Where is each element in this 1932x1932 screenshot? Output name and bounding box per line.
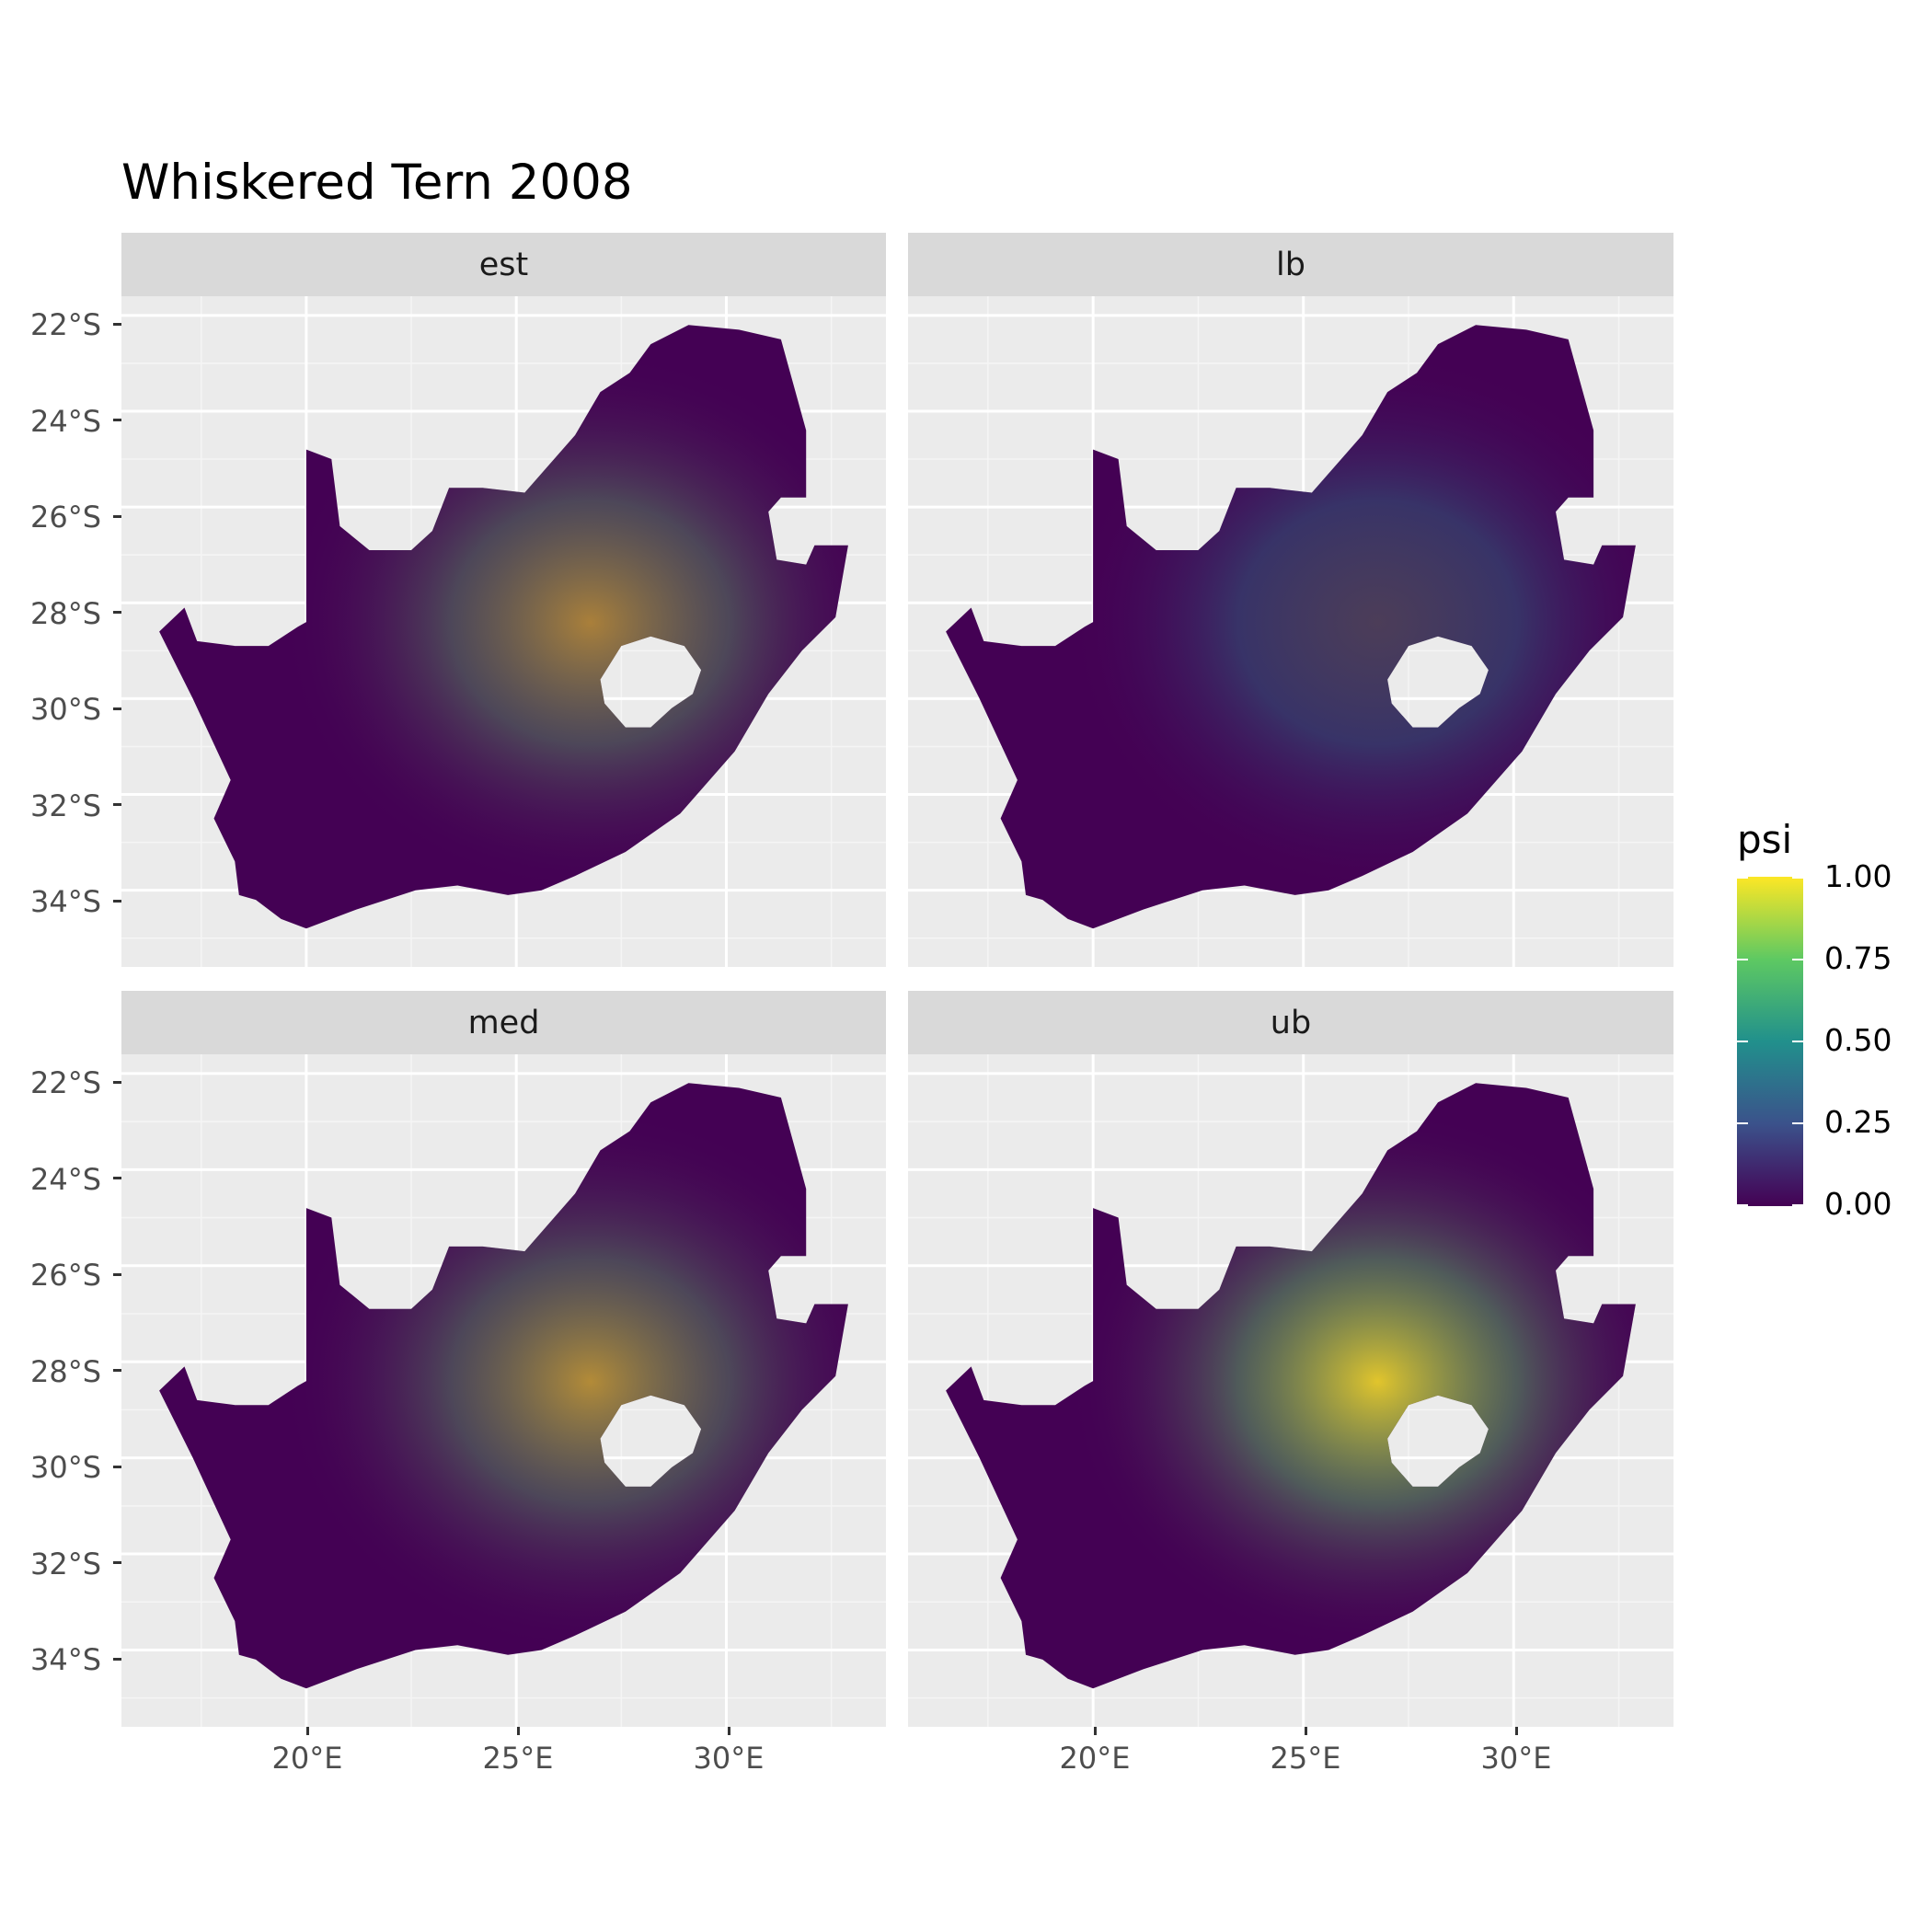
- y-tick: [113, 515, 121, 518]
- legend-tick: [1737, 1122, 1748, 1124]
- y-tick: [113, 1177, 121, 1179]
- panel-ub: [908, 1054, 1673, 1727]
- y-tick-label: 30°S: [29, 1450, 101, 1485]
- y-tick-label: 32°S: [29, 788, 101, 823]
- y-tick-label: 22°S: [29, 1065, 101, 1100]
- y-tick-label: 34°S: [29, 1642, 101, 1677]
- legend-label: 1.00: [1824, 858, 1892, 894]
- psi-surface-lb: [946, 325, 1636, 929]
- y-tick-label: 26°S: [29, 1258, 101, 1293]
- y-tick: [113, 323, 121, 326]
- strip-lb: lb: [908, 233, 1673, 296]
- strip-ub: ub: [908, 991, 1673, 1054]
- y-tick-label: 30°S: [29, 692, 101, 727]
- y-tick-label: 26°S: [29, 500, 101, 535]
- x-tick-label: 25°E: [1270, 1741, 1341, 1776]
- map-med: [121, 1054, 886, 1727]
- y-tick: [113, 419, 121, 421]
- y-tick-label: 24°S: [29, 404, 101, 439]
- y-tick: [113, 1081, 121, 1084]
- x-tick: [306, 1727, 309, 1735]
- y-tick: [113, 803, 121, 806]
- x-tick: [1305, 1727, 1307, 1735]
- x-tick-label: 25°E: [482, 1741, 554, 1776]
- panel-est: [121, 296, 886, 967]
- y-tick-label: 32°S: [29, 1547, 101, 1581]
- legend-label: 0.00: [1824, 1186, 1892, 1222]
- y-tick-label: 28°S: [29, 596, 101, 631]
- x-tick: [517, 1727, 520, 1735]
- legend-tick: [1792, 877, 1803, 879]
- map-ub: [908, 1054, 1673, 1727]
- map-est: [121, 296, 886, 967]
- y-tick: [113, 707, 121, 710]
- legend-tick: [1792, 959, 1803, 960]
- psi-surface-est: [159, 325, 848, 929]
- psi-surface-ub: [946, 1083, 1636, 1689]
- x-tick-label: 20°E: [1059, 1741, 1131, 1776]
- legend-tick: [1737, 1204, 1748, 1206]
- y-tick-label: 28°S: [29, 1354, 101, 1389]
- panel-lb: [908, 296, 1673, 967]
- chart-title: Whiskered Tern 2008: [121, 155, 633, 211]
- y-tick: [113, 1273, 121, 1276]
- legend-tick: [1792, 1041, 1803, 1042]
- map-lb: [908, 296, 1673, 967]
- psi-surface-med: [159, 1083, 848, 1689]
- x-tick: [1094, 1727, 1097, 1735]
- x-tick-label: 30°E: [693, 1741, 765, 1776]
- panel-med: [121, 1054, 886, 1727]
- strip-med: med: [121, 991, 886, 1054]
- legend-label: 0.50: [1824, 1022, 1892, 1058]
- legend-tick: [1737, 959, 1748, 960]
- y-tick-label: 22°S: [29, 307, 101, 342]
- y-tick: [113, 1369, 121, 1372]
- y-tick: [113, 1658, 121, 1661]
- legend-tick: [1737, 1041, 1748, 1042]
- y-tick: [113, 900, 121, 903]
- y-tick: [113, 611, 121, 614]
- legend-tick: [1792, 1122, 1803, 1124]
- legend-tick: [1792, 1204, 1803, 1206]
- x-tick: [728, 1727, 730, 1735]
- legend-tick: [1737, 877, 1748, 879]
- x-tick-label: 30°E: [1480, 1741, 1552, 1776]
- y-tick: [113, 1561, 121, 1564]
- legend-label: 0.25: [1824, 1104, 1892, 1140]
- y-tick-label: 24°S: [29, 1162, 101, 1197]
- y-tick-label: 34°S: [29, 884, 101, 919]
- legend-title: psi: [1737, 817, 1793, 862]
- strip-est: est: [121, 233, 886, 296]
- y-tick: [113, 1466, 121, 1468]
- legend-label: 0.75: [1824, 940, 1892, 976]
- x-tick: [1515, 1727, 1518, 1735]
- x-tick-label: 20°E: [271, 1741, 343, 1776]
